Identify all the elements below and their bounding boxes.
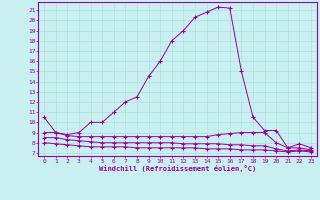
X-axis label: Windchill (Refroidissement éolien,°C): Windchill (Refroidissement éolien,°C) bbox=[99, 165, 256, 172]
